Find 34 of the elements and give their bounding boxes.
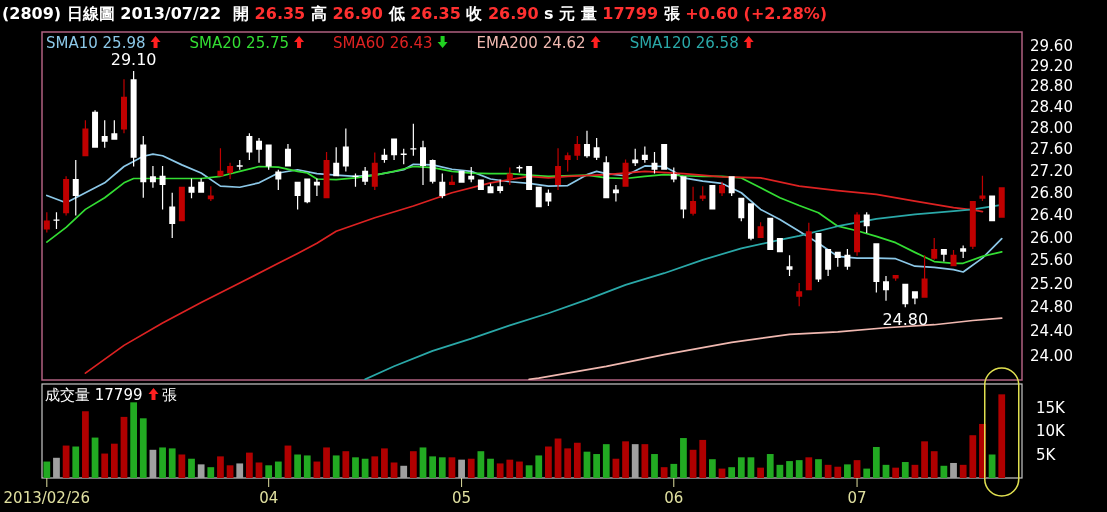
chart-title: (2809) 日線圖 2013/07/22 [2, 4, 222, 23]
y-tick-label: 27.20 [1030, 161, 1073, 180]
annotation: 29.10 [110, 50, 157, 70]
chart-title: 成交量 17799 [45, 386, 143, 404]
x-tick-label: 2013/02/26 [3, 489, 91, 507]
y-tick-label: 24.00 [1030, 346, 1073, 365]
y-tick-label: 15K [1036, 398, 1067, 417]
text: SMA60 26.43 [333, 34, 433, 52]
y-tick-label: 26.40 [1030, 205, 1073, 224]
y-tick-label: 28.80 [1030, 77, 1073, 96]
y-tick-label: 29.20 [1030, 57, 1073, 76]
y-tick-label: 29.60 [1030, 36, 1073, 55]
y-tick-label: 27.60 [1030, 140, 1073, 159]
text: EMA200 24.62 [476, 34, 586, 52]
y-tick-label: 10K [1036, 422, 1067, 440]
y-tick-label: 25.60 [1030, 251, 1073, 270]
x-tick-label: 06 [664, 489, 684, 507]
y-tick-label: 24.80 [1030, 298, 1073, 317]
x-tick-label: 05 [452, 489, 472, 507]
text: SMA20 25.75 [189, 34, 290, 52]
y-tick-label: 26.00 [1030, 228, 1073, 247]
y-tick-label: 24.40 [1030, 322, 1073, 341]
text: 開 26.35 高 26.90 低 26.35 收 26.90 s 元 量 17799 張 +0.60 (+2.28%) [233, 4, 828, 23]
annotation: 24.80 [882, 310, 929, 330]
y-tick-label: 25.20 [1030, 274, 1073, 293]
x-tick-label: 04 [259, 489, 279, 507]
text: SMA10 25.98 [46, 34, 146, 52]
y-tick-label: 28.00 [1030, 119, 1073, 138]
text: SMA120 26.58 [629, 34, 739, 52]
annotation: 張 [161, 386, 177, 404]
y-tick-label: 26.80 [1030, 183, 1073, 202]
y-tick-label: 5K [1036, 445, 1057, 464]
x-tick-label: 07 [847, 489, 867, 507]
y-tick-label: 28.40 [1030, 98, 1073, 117]
